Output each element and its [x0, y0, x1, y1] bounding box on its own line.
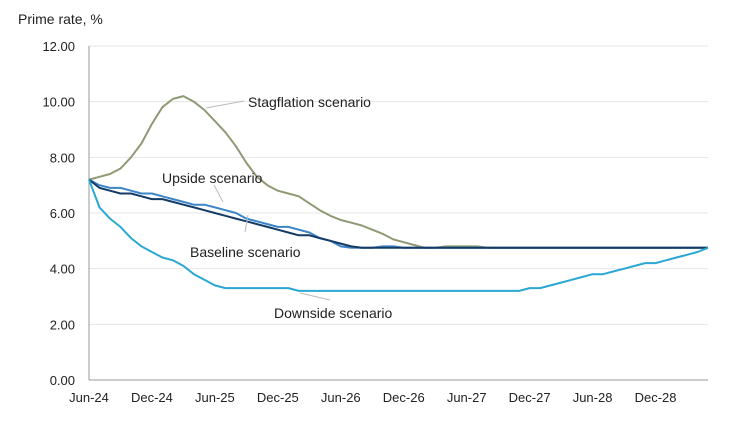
downside-leader — [299, 292, 331, 301]
stagflation-label: Stagflation scenario — [248, 94, 371, 110]
x-tick-label: Dec-25 — [257, 390, 299, 405]
x-tick-label: Jun-25 — [195, 390, 235, 405]
y-tick-label: 0.00 — [50, 373, 75, 388]
baseline-leader — [244, 214, 249, 233]
y-tick-label: 12.00 — [42, 39, 75, 54]
x-tick-label: Dec-28 — [635, 390, 677, 405]
y-axis-title: Prime rate, % — [18, 11, 103, 27]
x-tick-label: Jun-26 — [321, 390, 361, 405]
x-tick-label: Jun-27 — [447, 390, 487, 405]
x-tick-label: Jun-28 — [573, 390, 613, 405]
y-tick-label: 4.00 — [50, 262, 75, 277]
x-tick-label: Dec-26 — [383, 390, 425, 405]
baseline-scenario-line — [88, 178, 708, 249]
y-tick-label: 2.00 — [50, 317, 75, 332]
baseline-label: Baseline scenario — [190, 244, 301, 260]
x-tick-label: Dec-24 — [131, 390, 173, 405]
y-tick-label: 6.00 — [50, 206, 75, 221]
y-tick-label: 8.00 — [50, 150, 75, 165]
upside-label: Upside scenario — [162, 170, 263, 186]
downside-scenario-line — [88, 179, 709, 292]
stagflation-leader — [205, 100, 245, 109]
x-tick-label: Jun-24 — [69, 390, 109, 405]
upside-scenario-line — [88, 178, 708, 249]
x-tick-label: Dec-27 — [509, 390, 551, 405]
upside-leader — [213, 184, 224, 203]
y-tick-label: 10.00 — [42, 95, 75, 110]
downside-label: Downside scenario — [274, 305, 392, 321]
